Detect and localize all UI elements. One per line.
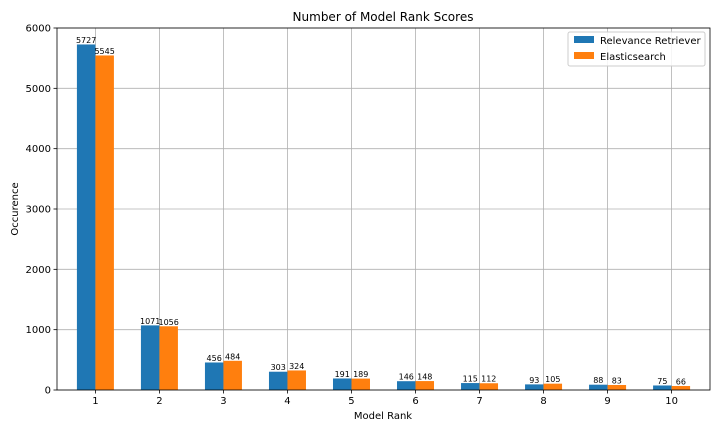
legend-label-relevance-retriever: Relevance Retriever bbox=[600, 36, 701, 47]
x-tick-label-3: 3 bbox=[220, 396, 226, 407]
bar-relevance-retriever-6 bbox=[397, 381, 416, 390]
y-tick-label-2: 2000 bbox=[26, 265, 51, 276]
data-label-relevance-retriever-7: 115 bbox=[463, 375, 478, 384]
bar-relevance-retriever-8 bbox=[525, 384, 544, 390]
axes bbox=[53, 27, 711, 394]
data-label-relevance-retriever-10: 75 bbox=[657, 377, 667, 386]
bar-relevance-retriever-5 bbox=[332, 378, 352, 390]
legend: Relevance Retriever Elasticsearch bbox=[567, 31, 706, 67]
data-label-elasticsearch-7: 112 bbox=[481, 375, 496, 384]
y-tick-label-5: 5000 bbox=[26, 84, 51, 95]
bars bbox=[76, 44, 691, 391]
bar-elasticsearch-7 bbox=[479, 383, 499, 390]
chart-title: Number of Model Rank Scores bbox=[293, 10, 474, 24]
data-label-elasticsearch-10: 66 bbox=[676, 378, 686, 387]
data-label-elasticsearch-4: 324 bbox=[289, 362, 304, 371]
bar-relevance-retriever-3 bbox=[204, 362, 224, 390]
data-label-elasticsearch-8: 105 bbox=[545, 375, 560, 384]
x-tick-label-8: 8 bbox=[540, 396, 546, 407]
data-label-relevance-retriever-9: 88 bbox=[593, 376, 603, 385]
data-label-relevance-retriever-3: 456 bbox=[207, 354, 222, 363]
bar-relevance-retriever-2 bbox=[140, 325, 160, 390]
data-label-elasticsearch-6: 148 bbox=[417, 373, 432, 382]
data-label-relevance-retriever-2: 1071 bbox=[140, 317, 160, 326]
x-tick-label-2: 2 bbox=[156, 396, 162, 407]
bar-elasticsearch-6 bbox=[415, 381, 435, 390]
data-label-elasticsearch-1: 5545 bbox=[94, 47, 114, 56]
bar-elasticsearch-5 bbox=[351, 378, 370, 390]
bar-relevance-retriever-1 bbox=[76, 44, 96, 390]
x-tick-label-4: 4 bbox=[284, 396, 290, 407]
data-label-relevance-retriever-6: 146 bbox=[399, 373, 414, 382]
bar-relevance-retriever-9 bbox=[589, 384, 608, 390]
legend-label-elasticsearch: Elasticsearch bbox=[600, 52, 666, 63]
bar-elasticsearch-9 bbox=[607, 384, 627, 390]
y-tick-label-1: 1000 bbox=[26, 325, 51, 336]
data-label-relevance-retriever-1: 5727 bbox=[76, 36, 96, 45]
x-tick-label-10: 10 bbox=[665, 396, 678, 407]
x-tick-label-5: 5 bbox=[348, 396, 354, 407]
data-label-elasticsearch-5: 189 bbox=[353, 370, 368, 379]
legend-box bbox=[567, 31, 706, 67]
bar-relevance-retriever-7 bbox=[461, 383, 480, 390]
bar-elasticsearch-2 bbox=[159, 326, 178, 390]
y-tick-label-0: 0 bbox=[45, 386, 51, 397]
bar-elasticsearch-8 bbox=[543, 383, 563, 390]
y-axis-title: Occurence bbox=[10, 182, 21, 235]
bar-elasticsearch-4 bbox=[287, 370, 306, 390]
y-tick-label-4: 4000 bbox=[26, 144, 51, 155]
bar-elasticsearch-1 bbox=[95, 55, 114, 391]
bar-elasticsearch-3 bbox=[223, 360, 242, 390]
x-tick-label-1: 1 bbox=[92, 396, 98, 407]
data-label-relevance-retriever-4: 303 bbox=[271, 363, 286, 372]
data-labels: 5727 1071 456 303 191 146 115 93 88 75 5545 1056 484… bbox=[76, 36, 686, 387]
legend-swatch-elasticsearch bbox=[574, 52, 594, 59]
data-label-relevance-retriever-5: 191 bbox=[335, 370, 350, 379]
x-tick-label-6: 6 bbox=[412, 396, 418, 407]
bar-relevance-retriever-10 bbox=[653, 385, 672, 390]
data-label-relevance-retriever-8: 93 bbox=[529, 376, 539, 385]
data-label-elasticsearch-3: 484 bbox=[225, 352, 240, 361]
data-label-elasticsearch-2: 1056 bbox=[159, 318, 179, 327]
bar-elasticsearch-10 bbox=[671, 386, 691, 390]
bar-relevance-retriever-4 bbox=[268, 371, 288, 390]
y-tick-label-6: 6000 bbox=[26, 24, 51, 35]
legend-swatch-relevance-retriever bbox=[574, 36, 594, 43]
y-tick-label-3: 3000 bbox=[26, 205, 51, 216]
data-label-elasticsearch-9: 83 bbox=[612, 376, 622, 385]
x-tick-label-9: 9 bbox=[604, 396, 610, 407]
x-axis-title: Model Rank bbox=[354, 411, 412, 422]
x-tick-label-7: 7 bbox=[476, 396, 482, 407]
